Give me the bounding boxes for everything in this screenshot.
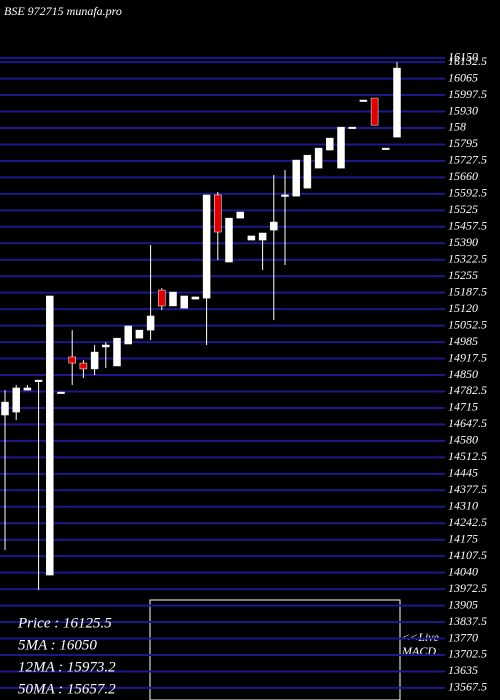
candle-body xyxy=(102,344,110,348)
y-tick-label: 16132.5 xyxy=(448,54,487,68)
candle-body xyxy=(382,147,390,150)
candle-body xyxy=(281,194,289,197)
candle-body xyxy=(359,99,368,102)
candle-body xyxy=(326,137,334,151)
y-tick-label: 16150 xyxy=(448,50,478,64)
candle-body xyxy=(348,126,356,129)
y-tick-label: 14445 xyxy=(448,466,478,480)
candle-body xyxy=(57,391,65,394)
y-tick-label: 14782.5 xyxy=(448,383,487,397)
y-tick-label: 13972.5 xyxy=(448,581,487,595)
y-tick-label: 14917.5 xyxy=(448,350,487,364)
candle-body xyxy=(135,329,144,339)
y-tick-label: 14985 xyxy=(448,334,478,348)
macd-inset xyxy=(149,599,401,700)
y-tick-label: 14040 xyxy=(448,564,478,578)
y-tick-label: 15187.5 xyxy=(448,284,487,298)
y-tick-label: 14580 xyxy=(448,433,478,447)
candle-body xyxy=(146,315,155,331)
candle-body xyxy=(292,159,300,197)
y-tick-label: 13905 xyxy=(448,597,478,611)
y-tick-label: 16065 xyxy=(448,70,478,84)
candle-body xyxy=(337,126,345,169)
candle-body xyxy=(247,235,256,241)
candle-body xyxy=(23,387,32,391)
candle-body xyxy=(202,194,211,299)
y-tick-label: 15120 xyxy=(448,301,478,315)
candle-body xyxy=(113,337,121,367)
y-tick-label: 15322.5 xyxy=(448,251,487,265)
y-tick-label: 14310 xyxy=(448,499,478,513)
candle-body xyxy=(236,211,244,219)
y-tick-label: 15255 xyxy=(448,268,478,282)
y-tick-label: 14377.5 xyxy=(448,482,487,496)
y-tick-label: 14512.5 xyxy=(448,449,487,463)
candle-body xyxy=(79,362,88,370)
y-tick-label: 14715 xyxy=(448,400,478,414)
candle-body xyxy=(124,325,132,345)
y-tick-label: 13635 xyxy=(448,663,478,677)
candle-body xyxy=(270,221,278,231)
info-label: 5MA : 16050 xyxy=(18,637,97,653)
candle-body xyxy=(393,67,401,138)
y-tick-label: 14647.5 xyxy=(448,416,487,430)
y-tick-label: 13770 xyxy=(448,630,478,644)
y-tick-label: 15525 xyxy=(448,202,478,216)
chart-title: BSE 972715 munafa.pro xyxy=(4,4,122,18)
y-tick-label: 13837.5 xyxy=(448,614,487,628)
y-tick-label: 15795 xyxy=(448,136,478,150)
inset-label: <<Live xyxy=(402,630,440,644)
candle-body xyxy=(180,295,188,309)
candle-body xyxy=(191,296,200,300)
y-tick-label: 14107.5 xyxy=(448,548,487,562)
y-tick-label: 14175 xyxy=(448,531,478,545)
candle-body xyxy=(34,379,43,382)
y-tick-label: 15727.5 xyxy=(448,153,487,167)
y-tick-label: 14850 xyxy=(448,367,478,381)
candle-body xyxy=(90,351,99,370)
y-tick-label: 15390 xyxy=(448,235,478,249)
candle-body xyxy=(12,387,20,413)
candle-body xyxy=(303,154,312,189)
candle-body xyxy=(258,232,267,241)
candle-body xyxy=(158,289,166,307)
candle-body xyxy=(169,291,177,307)
y-tick-label: 15457.5 xyxy=(448,219,487,233)
info-label: Price : 16125.5 xyxy=(17,615,112,631)
candle-body xyxy=(314,147,323,169)
info-label: 50MA : 15657.2 xyxy=(18,681,116,697)
info-label: 12MA : 15973.2 xyxy=(18,659,116,675)
y-tick-label: 13567.5 xyxy=(448,680,487,694)
candle-body xyxy=(214,194,222,233)
y-tick-label: 15660 xyxy=(448,169,478,183)
candle-body xyxy=(46,295,54,576)
y-tick-label: 158 xyxy=(448,120,466,134)
candle-body xyxy=(68,356,76,364)
y-tick-label: 13702.5 xyxy=(448,647,487,661)
y-tick-label: 15997.5 xyxy=(448,87,487,101)
y-tick-label: 15052.5 xyxy=(448,317,487,331)
y-tick-label: 15930 xyxy=(448,103,478,117)
candle-body xyxy=(1,401,9,416)
candle-body xyxy=(225,217,233,263)
y-tick-label: 15592.5 xyxy=(448,186,487,200)
candle-body xyxy=(370,97,379,126)
y-tick-label: 14242.5 xyxy=(448,515,487,529)
